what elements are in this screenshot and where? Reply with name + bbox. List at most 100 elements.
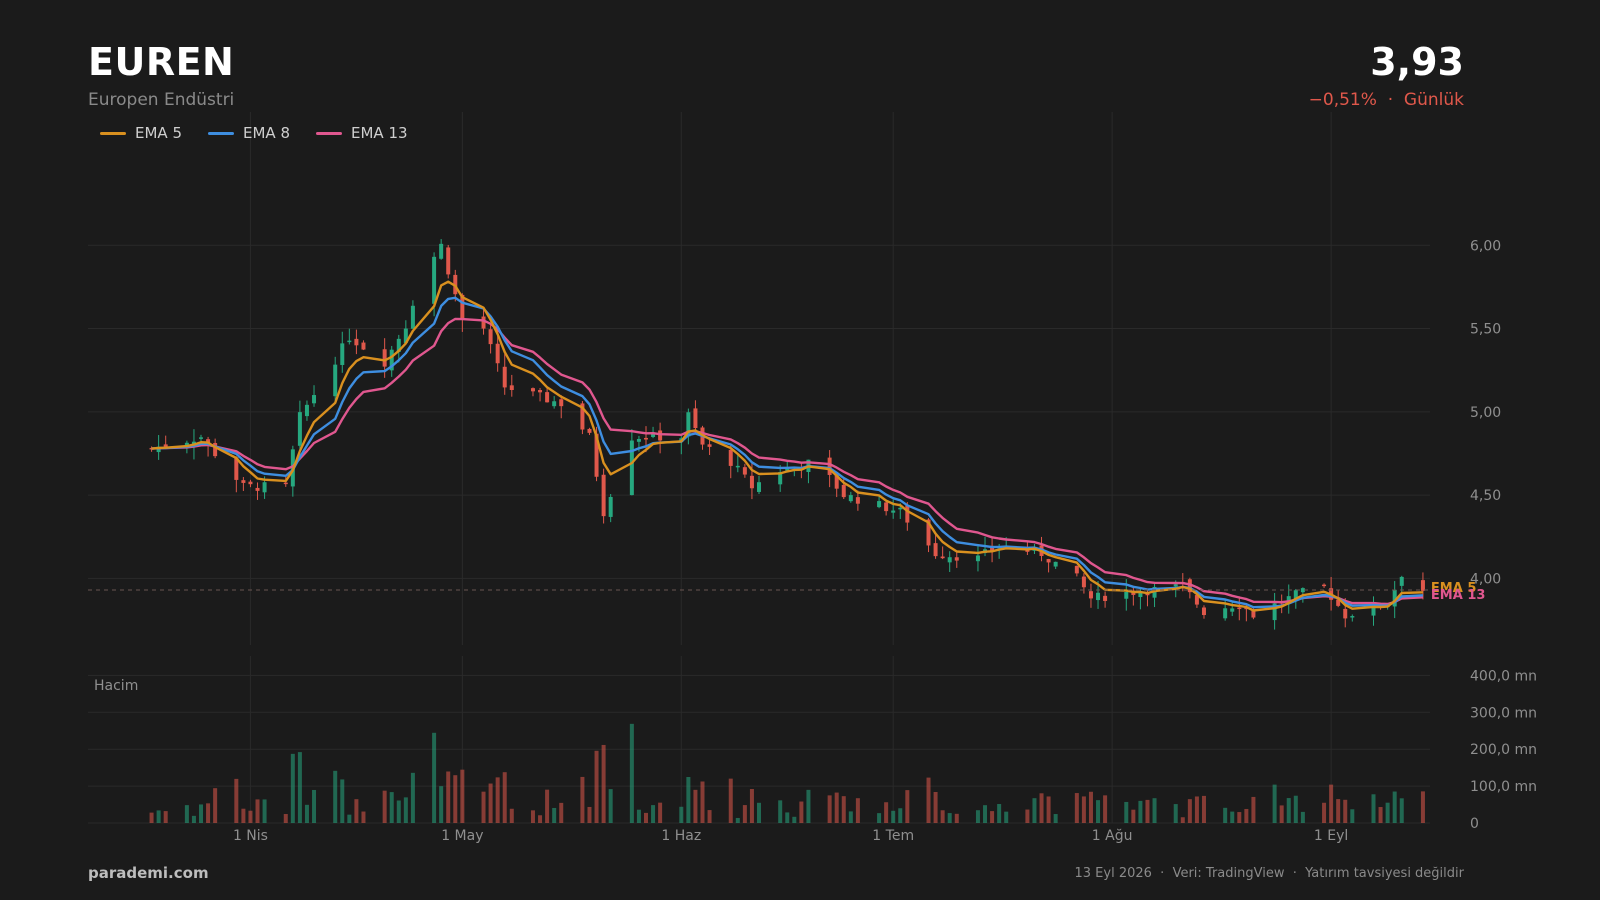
candle-body[interactable] bbox=[1088, 591, 1093, 599]
candle-body[interactable] bbox=[1399, 576, 1404, 586]
candle-body[interactable] bbox=[1046, 559, 1051, 563]
candle-body[interactable] bbox=[530, 388, 535, 392]
ema8-line[interactable] bbox=[151, 296, 1423, 609]
candle-body[interactable] bbox=[439, 243, 444, 259]
brand-logo-text[interactable]: parademi.com bbox=[88, 864, 209, 882]
candle-body[interactable] bbox=[213, 443, 218, 457]
candle-body[interactable] bbox=[975, 555, 980, 562]
candle-body[interactable] bbox=[495, 343, 500, 364]
candle-body[interactable] bbox=[728, 449, 733, 466]
candle-body[interactable] bbox=[601, 474, 606, 517]
candle-body[interactable] bbox=[502, 366, 507, 388]
candle-body[interactable] bbox=[199, 437, 204, 439]
candle-body[interactable] bbox=[460, 294, 465, 320]
candle-body[interactable] bbox=[1194, 595, 1199, 605]
candle-body[interactable] bbox=[410, 305, 415, 329]
candle-body[interactable] bbox=[1124, 591, 1129, 599]
candle-body[interactable] bbox=[1081, 576, 1086, 588]
candle-body[interactable] bbox=[778, 472, 783, 485]
candle-body[interactable] bbox=[742, 467, 747, 475]
candle-body[interactable] bbox=[651, 432, 656, 437]
candle-body[interactable] bbox=[707, 444, 712, 447]
candle-body[interactable] bbox=[206, 439, 211, 444]
candle-body[interactable] bbox=[1371, 603, 1376, 616]
candle-body[interactable] bbox=[1138, 592, 1143, 598]
candle-body[interactable] bbox=[1322, 584, 1327, 587]
candle-body[interactable] bbox=[382, 349, 387, 367]
candle-body[interactable] bbox=[538, 390, 543, 393]
candle-body[interactable] bbox=[234, 457, 239, 480]
candle-body[interactable] bbox=[1392, 589, 1397, 607]
candle-body[interactable] bbox=[884, 502, 889, 512]
candle-body[interactable] bbox=[933, 543, 938, 557]
candle-body[interactable] bbox=[1074, 565, 1079, 574]
candle-body[interactable] bbox=[1145, 593, 1150, 596]
candle-body[interactable] bbox=[877, 501, 882, 508]
candle-body[interactable] bbox=[1223, 608, 1228, 619]
candle-body[interactable] bbox=[1230, 608, 1235, 612]
candle-body[interactable] bbox=[834, 473, 839, 489]
candle-body[interactable] bbox=[1201, 607, 1206, 616]
candle-body[interactable] bbox=[389, 349, 394, 371]
candle-body[interactable] bbox=[891, 510, 896, 513]
legend-item-ema13[interactable]: EMA 13 bbox=[316, 124, 408, 142]
candle-body[interactable] bbox=[954, 557, 959, 561]
candle-body[interactable] bbox=[354, 338, 359, 346]
candle-body[interactable] bbox=[1053, 561, 1058, 567]
candle-body[interactable] bbox=[594, 433, 599, 477]
candle-body[interactable] bbox=[855, 497, 860, 504]
candle-body[interactable] bbox=[361, 342, 366, 350]
candle-body[interactable] bbox=[757, 482, 761, 492]
candle-body[interactable] bbox=[446, 247, 451, 275]
candle-body[interactable] bbox=[545, 392, 550, 403]
legend-item-ema5[interactable]: EMA 5 bbox=[100, 124, 182, 142]
candle-body[interactable] bbox=[1251, 609, 1256, 618]
candle-body[interactable] bbox=[898, 507, 903, 510]
candle-body[interactable] bbox=[347, 340, 352, 343]
candle-body[interactable] bbox=[283, 482, 288, 485]
ema5-line[interactable] bbox=[151, 280, 1423, 612]
candle-body[interactable] bbox=[403, 328, 408, 344]
candle-body[interactable] bbox=[926, 519, 931, 546]
candle-body[interactable] bbox=[163, 444, 168, 448]
candle-body[interactable] bbox=[1173, 584, 1178, 587]
candle-body[interactable] bbox=[432, 256, 437, 304]
candle-body[interactable] bbox=[587, 428, 592, 433]
candle-body[interactable] bbox=[340, 343, 345, 365]
candle-body[interactable] bbox=[905, 505, 910, 523]
candle-body[interactable] bbox=[1187, 579, 1192, 593]
candle-body[interactable] bbox=[848, 495, 853, 502]
candle-body[interactable] bbox=[686, 412, 691, 437]
candle-body[interactable] bbox=[827, 457, 832, 475]
candle-body[interactable] bbox=[580, 403, 585, 430]
candle-body[interactable] bbox=[488, 329, 493, 345]
candle-body[interactable] bbox=[1293, 590, 1298, 601]
candle-body[interactable] bbox=[509, 385, 514, 390]
candle-body[interactable] bbox=[184, 442, 189, 446]
candle-body[interactable] bbox=[658, 430, 663, 441]
candle-body[interactable] bbox=[1350, 616, 1355, 618]
candle-body[interactable] bbox=[608, 496, 613, 517]
legend-item-ema8[interactable]: EMA 8 bbox=[208, 124, 290, 142]
candle-body[interactable] bbox=[241, 480, 246, 483]
candle-body[interactable] bbox=[149, 447, 154, 450]
candle-body[interactable] bbox=[1272, 603, 1277, 621]
candle-body[interactable] bbox=[735, 465, 740, 468]
candle-body[interactable] bbox=[262, 482, 267, 493]
candle-body[interactable] bbox=[1096, 592, 1101, 601]
candle-body[interactable] bbox=[559, 399, 564, 407]
candle-body[interactable] bbox=[785, 467, 790, 471]
candle-body[interactable] bbox=[1336, 599, 1341, 606]
candle-body[interactable] bbox=[940, 556, 945, 559]
candle-body[interactable] bbox=[1237, 607, 1242, 610]
candle-body[interactable] bbox=[629, 440, 634, 496]
candle-body[interactable] bbox=[1420, 580, 1425, 591]
candle-body[interactable] bbox=[947, 557, 952, 563]
candle-body[interactable] bbox=[297, 412, 302, 446]
candle-body[interactable] bbox=[643, 437, 648, 440]
candle-body[interactable] bbox=[1103, 595, 1108, 601]
candle-body[interactable] bbox=[693, 408, 698, 429]
candle-body[interactable] bbox=[481, 316, 486, 329]
candle-body[interactable] bbox=[304, 404, 309, 417]
